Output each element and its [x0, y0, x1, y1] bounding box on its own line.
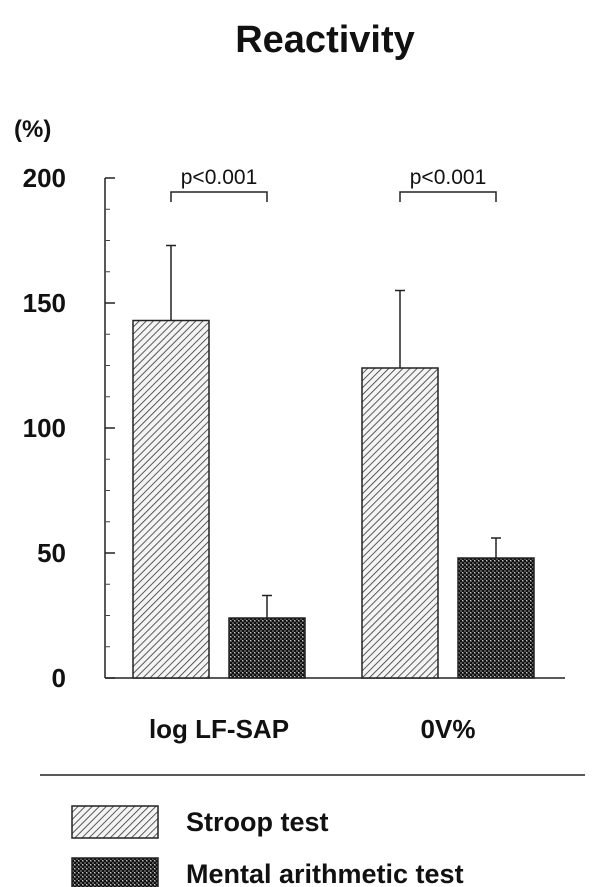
y-tick-label: 100 [23, 413, 66, 443]
x-tick-labels: log LF-SAP 0V% [149, 714, 476, 744]
y-tick-label: 50 [37, 538, 66, 568]
y-axis-label: (%) [14, 116, 51, 143]
legend: Stroop test Mental arithmetic test [71, 805, 464, 887]
y-tick-label: 150 [23, 288, 66, 318]
legend-label: Stroop test [186, 807, 329, 837]
bars [132, 319, 535, 679]
bar-stroop [361, 367, 439, 679]
bar-mental-arithmetic [457, 557, 535, 679]
y-tick-label: 0 [52, 663, 66, 693]
significance-brackets: p<0.001 p<0.001 [170, 166, 497, 202]
significance-bracket [399, 191, 497, 202]
bar-mental-arithmetic [228, 617, 306, 679]
error-bars [166, 244, 501, 618]
x-tick-label: log LF-SAP [149, 714, 289, 744]
p-value-annotation: p<0.001 [410, 166, 487, 189]
legend-swatch [71, 857, 159, 887]
y-ticks: 0 50 100 150 200 [23, 163, 115, 693]
bar-stroop [132, 319, 210, 679]
legend-label: Mental arithmetic test [186, 859, 464, 887]
significance-bracket [170, 191, 268, 202]
legend-swatch [71, 805, 159, 839]
y-tick-label: 200 [23, 163, 66, 193]
x-tick-label: 0V% [421, 714, 476, 744]
chart-title: Reactivity [235, 19, 415, 61]
p-value-annotation: p<0.001 [181, 166, 258, 189]
